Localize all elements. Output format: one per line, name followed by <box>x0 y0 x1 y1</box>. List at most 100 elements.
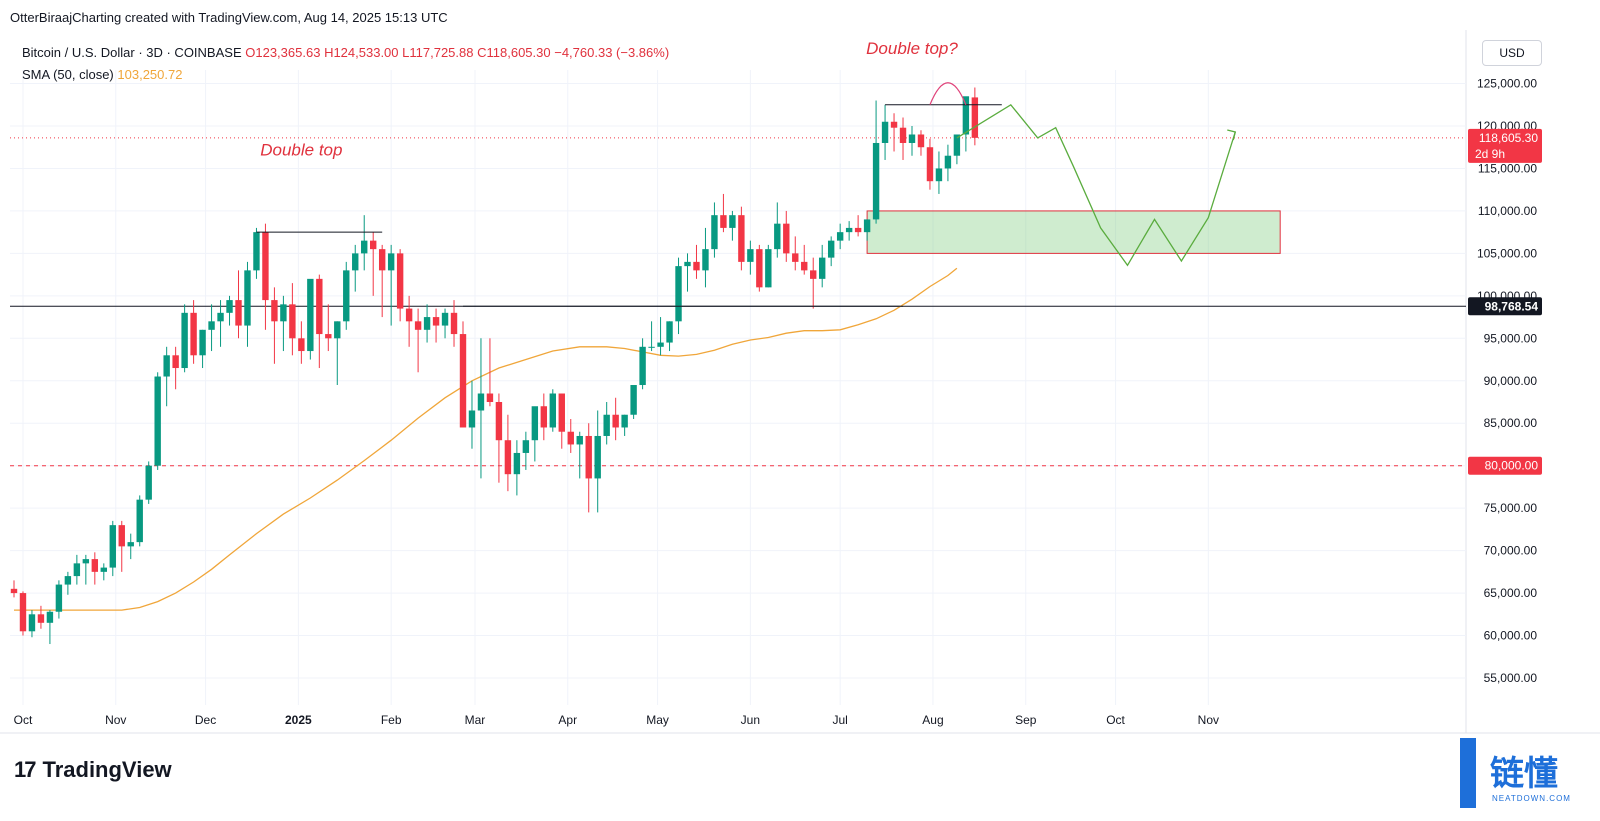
candle[interactable] <box>172 346 179 390</box>
candle[interactable] <box>783 210 790 262</box>
candle[interactable] <box>774 202 781 258</box>
candle[interactable] <box>765 244 772 288</box>
candle[interactable] <box>325 304 332 352</box>
candle[interactable] <box>208 304 215 352</box>
candle[interactable] <box>908 126 916 156</box>
candle[interactable] <box>396 249 404 322</box>
candle[interactable] <box>747 240 754 275</box>
candle[interactable] <box>899 117 907 160</box>
candle[interactable] <box>334 321 341 386</box>
candle[interactable] <box>477 338 485 479</box>
candle[interactable] <box>136 495 143 547</box>
candle[interactable] <box>729 210 736 241</box>
candle[interactable] <box>738 206 745 271</box>
candle[interactable] <box>971 87 979 146</box>
candle[interactable] <box>693 244 700 279</box>
candle[interactable] <box>82 554 90 585</box>
candle[interactable] <box>594 410 601 513</box>
candle[interactable] <box>944 144 952 182</box>
candle[interactable] <box>441 308 449 339</box>
candle[interactable] <box>145 461 152 504</box>
candle[interactable] <box>127 533 134 560</box>
candle[interactable] <box>235 270 242 339</box>
candle[interactable] <box>801 244 808 275</box>
candle[interactable] <box>504 414 512 492</box>
candle[interactable] <box>414 308 422 373</box>
candle[interactable] <box>603 402 610 445</box>
candle[interactable] <box>28 610 36 638</box>
symbol-name[interactable]: Bitcoin / U.S. Dollar · 3D · COINBASE <box>22 45 242 60</box>
candle[interactable] <box>962 96 970 152</box>
candle[interactable] <box>935 151 943 194</box>
candle[interactable] <box>423 304 431 343</box>
candle[interactable] <box>316 274 323 369</box>
candle[interactable] <box>343 261 350 330</box>
candle[interactable] <box>675 257 682 335</box>
candle[interactable] <box>657 317 664 356</box>
candle[interactable] <box>91 552 99 585</box>
candle[interactable] <box>46 610 54 645</box>
candle[interactable] <box>486 338 494 407</box>
candle[interactable] <box>917 130 925 156</box>
candle[interactable] <box>531 406 539 462</box>
candle[interactable] <box>702 227 709 288</box>
candle[interactable] <box>827 236 835 267</box>
candle[interactable] <box>289 283 296 356</box>
candle[interactable] <box>154 372 161 470</box>
time-axis[interactable]: Oct Nov Dec 2025 Feb Mar Apr May Jun Jul Aug Sep Oct… <box>14 713 1219 727</box>
candle[interactable] <box>630 385 637 419</box>
candle[interactable] <box>271 287 278 364</box>
candle[interactable] <box>307 278 314 360</box>
candle[interactable] <box>387 244 395 326</box>
candle[interactable] <box>576 431 583 479</box>
candle[interactable] <box>244 261 251 347</box>
candle[interactable] <box>558 393 565 449</box>
candle[interactable] <box>73 554 81 585</box>
candle[interactable] <box>19 591 27 636</box>
candle[interactable] <box>280 295 287 352</box>
candle[interactable] <box>199 329 206 369</box>
candle[interactable] <box>549 389 556 432</box>
sma-label[interactable]: SMA (50, close) <box>22 67 114 82</box>
candle[interactable] <box>253 227 260 279</box>
candle[interactable] <box>567 418 574 453</box>
candle[interactable] <box>190 300 197 364</box>
candle[interactable] <box>522 431 530 470</box>
currency-button[interactable]: USD <box>1482 40 1542 66</box>
candle[interactable] <box>612 397 619 441</box>
candle[interactable] <box>881 104 889 160</box>
candle[interactable] <box>370 232 377 296</box>
candle[interactable] <box>540 393 548 441</box>
candle[interactable] <box>792 236 799 271</box>
candle[interactable] <box>648 321 655 352</box>
candle[interactable] <box>495 393 503 483</box>
candle[interactable] <box>863 219 871 241</box>
candle[interactable] <box>639 338 646 390</box>
candle[interactable] <box>405 295 413 347</box>
candle[interactable] <box>181 304 188 373</box>
tradingview-brand[interactable]: 17 TradingView <box>14 757 172 783</box>
candle[interactable] <box>845 221 853 241</box>
candle[interactable] <box>854 215 862 237</box>
candle[interactable] <box>666 321 673 352</box>
candle[interactable] <box>926 138 934 190</box>
candle[interactable] <box>10 580 18 598</box>
price-axis[interactable]: 55,000.00 60,000.00 65,000.00 70,000.00 75,0… <box>1477 77 1537 685</box>
candle[interactable] <box>100 563 107 581</box>
candle[interactable] <box>711 202 718 258</box>
candle[interactable] <box>226 295 233 326</box>
candle[interactable] <box>262 223 269 330</box>
candle[interactable] <box>432 308 440 343</box>
candle[interactable] <box>621 414 628 436</box>
candle[interactable] <box>872 100 880 224</box>
candle[interactable] <box>378 244 386 318</box>
candle[interactable] <box>810 257 817 309</box>
candle[interactable] <box>37 605 45 629</box>
candle[interactable] <box>361 215 368 271</box>
candle[interactable] <box>836 223 844 250</box>
candle[interactable] <box>720 193 727 233</box>
candle[interactable] <box>756 244 763 292</box>
candle[interactable] <box>64 571 72 595</box>
candle[interactable] <box>468 380 476 449</box>
